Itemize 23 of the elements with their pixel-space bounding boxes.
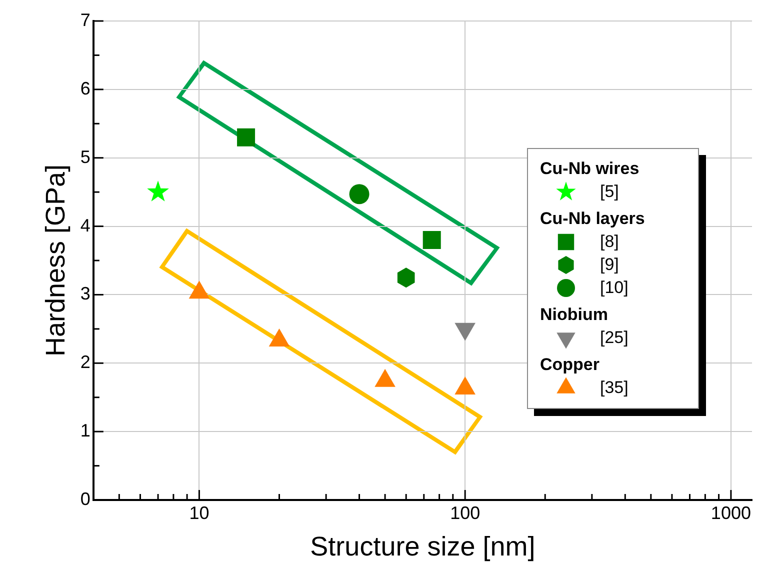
annotation: Cu-Nb wires [540, 159, 640, 179]
y-axis-title: Hardness [GPa] [40, 164, 71, 357]
legend-label: [25] [600, 328, 628, 348]
annotation: Cu-Nb layers [540, 209, 646, 229]
y-tick-label: 5 [80, 146, 90, 167]
legend-label: [9] [600, 255, 619, 275]
x-tick-label: 1000 [710, 502, 751, 523]
y-tick-label: 2 [80, 352, 90, 372]
annotation: Copper [540, 355, 600, 375]
y-tick-label: 0 [80, 488, 90, 509]
y-tick-label: 6 [80, 78, 90, 98]
y-tick-label: 3 [80, 284, 90, 304]
legend-label: [8] [600, 232, 619, 252]
annotation: Niobium [540, 305, 609, 325]
y-tick-label: 1 [80, 420, 90, 441]
x-axis-title: Structure size [nm] [310, 531, 536, 562]
x-tick-label: 100 [450, 502, 480, 523]
y-tick-label: 7 [80, 10, 90, 30]
legend-label: [35] [600, 378, 628, 398]
legend-label: [10] [600, 278, 628, 298]
legend-label: [5] [600, 182, 619, 202]
y-tick-label: 4 [80, 215, 90, 236]
x-tick-label: 10 [189, 502, 210, 523]
